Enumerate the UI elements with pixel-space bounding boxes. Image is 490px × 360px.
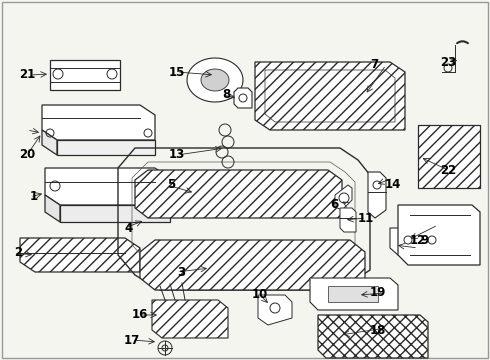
Polygon shape	[42, 130, 57, 155]
Text: 19: 19	[370, 287, 387, 300]
Text: 2: 2	[14, 247, 22, 260]
Text: 11: 11	[358, 211, 374, 225]
Text: 3: 3	[177, 266, 185, 279]
Polygon shape	[187, 58, 243, 102]
Polygon shape	[20, 238, 140, 272]
Polygon shape	[418, 125, 480, 188]
Polygon shape	[255, 62, 405, 130]
Text: 23: 23	[440, 55, 456, 68]
Text: 15: 15	[169, 66, 185, 78]
Text: 6: 6	[330, 198, 338, 211]
Text: 18: 18	[370, 324, 387, 337]
Text: 5: 5	[167, 179, 175, 192]
Text: 22: 22	[440, 163, 456, 176]
Text: 9: 9	[420, 234, 428, 247]
Polygon shape	[42, 105, 155, 140]
Polygon shape	[310, 278, 398, 310]
Polygon shape	[398, 205, 480, 265]
Polygon shape	[234, 88, 252, 108]
Polygon shape	[60, 205, 170, 222]
Polygon shape	[335, 185, 352, 210]
Text: 16: 16	[132, 309, 148, 321]
Text: 20: 20	[19, 148, 35, 162]
Text: 8: 8	[222, 89, 230, 102]
Bar	[328, 286, 378, 302]
Text: 21: 21	[19, 68, 35, 81]
Polygon shape	[140, 240, 365, 290]
Polygon shape	[50, 60, 120, 90]
Text: 1: 1	[30, 190, 38, 203]
Polygon shape	[390, 228, 448, 255]
Text: 13: 13	[169, 148, 185, 162]
Polygon shape	[45, 195, 60, 222]
Polygon shape	[368, 172, 386, 218]
Text: 4: 4	[125, 221, 133, 234]
Polygon shape	[152, 300, 228, 338]
Polygon shape	[201, 69, 229, 91]
Polygon shape	[135, 170, 342, 218]
Text: 17: 17	[124, 333, 140, 346]
Polygon shape	[318, 315, 428, 358]
Text: 10: 10	[252, 288, 268, 302]
Text: 14: 14	[385, 179, 401, 192]
Polygon shape	[258, 295, 292, 325]
Text: 7: 7	[370, 58, 378, 72]
Text: 12: 12	[410, 234, 426, 247]
Polygon shape	[45, 168, 170, 205]
Polygon shape	[57, 140, 155, 155]
Polygon shape	[340, 208, 356, 232]
